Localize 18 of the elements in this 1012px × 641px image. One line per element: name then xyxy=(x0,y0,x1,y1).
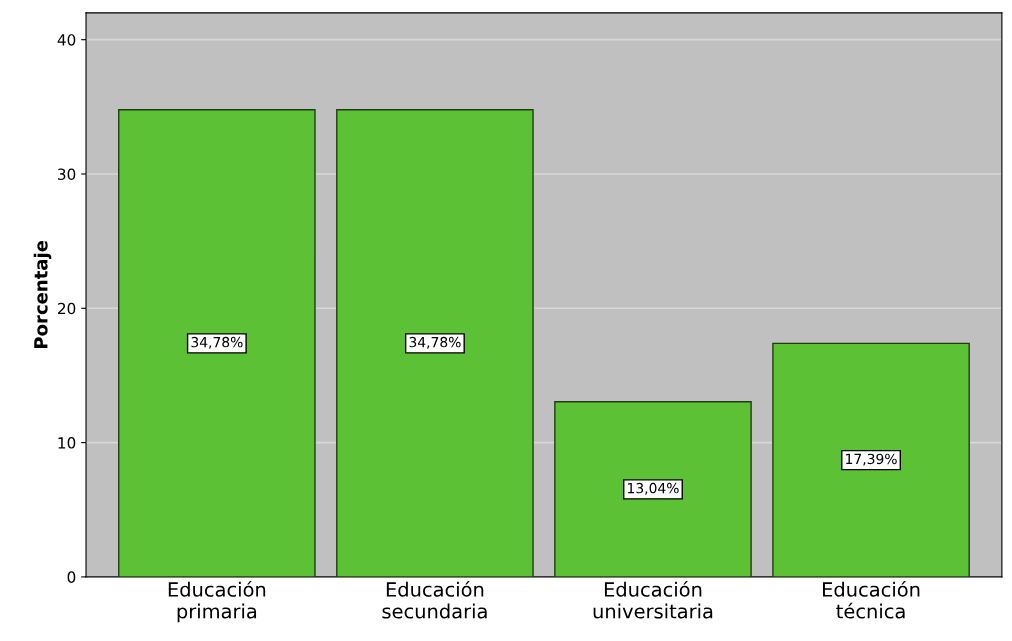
bar xyxy=(772,342,970,577)
y-tick-label: 40 xyxy=(57,34,76,46)
bar xyxy=(118,109,316,577)
data-label: 13,04% xyxy=(628,482,679,495)
x-tick-label: Educación técnica xyxy=(823,580,920,619)
y-tick-label: 0 xyxy=(67,571,76,583)
x-tick-label: Educación secundaria xyxy=(382,580,487,619)
y-tick-label: 30 xyxy=(58,168,76,181)
bar xyxy=(554,401,752,577)
y-axis-title: Porcentaje xyxy=(33,240,52,348)
y-tick-label: 20 xyxy=(57,302,76,315)
data-label: 17,39% xyxy=(846,453,897,466)
x-tick-label: Educación primaria xyxy=(168,580,266,623)
data-label: 34,78% xyxy=(191,336,243,349)
data-label: 34,78% xyxy=(409,336,461,349)
x-tick-label: Educación universitaria xyxy=(593,580,713,619)
bar xyxy=(336,109,534,577)
y-tick-label: 10 xyxy=(58,437,76,449)
